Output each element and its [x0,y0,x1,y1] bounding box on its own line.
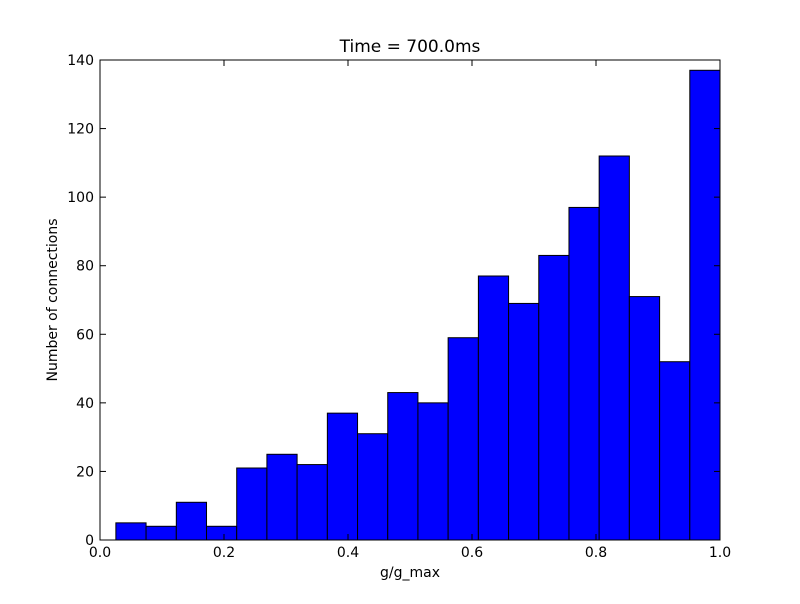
histogram-bar [508,302,540,541]
histogram-bar [447,337,479,541]
histogram-bar [598,155,630,541]
bars-group [115,69,721,541]
histogram-bar [175,501,208,541]
histogram-bar [538,254,570,541]
histogram-bar [659,361,691,541]
y-tick-label: 20 [76,464,94,480]
histogram-bar [206,525,238,541]
y-tick-label: 140 [67,53,94,69]
histogram-bar [326,412,359,541]
y-tick-label: 80 [76,259,94,275]
histogram-bar [266,453,298,541]
y-tick-label: 100 [67,190,94,206]
plot-frame [99,59,721,541]
ticks-group: 0.0 0.2 0.4 0.6 0.8 1.0 0 20 40 60 80 100 120 140 [67,53,731,561]
x-tick-label: 0.6 [461,545,483,561]
x-tick-label: 0.8 [585,545,607,561]
histogram-bar [145,525,177,541]
y-axis-title: Number of connections [45,218,61,381]
histogram-bar [387,392,419,541]
y-tick-label: 120 [67,122,94,138]
histogram-bar [115,522,147,541]
x-axis-title: g/g_max [380,565,440,581]
histogram-bar [689,69,721,541]
x-tick-label: 0.2 [213,545,235,561]
histogram-bar [568,206,600,541]
histogram-bar [417,402,449,541]
x-tick-label: 0.4 [337,545,359,561]
histogram-bar [628,296,661,541]
y-tick-label: 0 [85,533,94,549]
histogram-bar [477,275,510,541]
chart-title: Time = 700.0ms [339,37,481,57]
histogram-bar [296,464,328,541]
y-tick-label: 60 [76,327,94,343]
histogram-bar [357,433,389,541]
x-tick-label: 1.0 [709,545,731,561]
y-tick-label: 40 [76,396,94,412]
x-tick-label: 0.0 [89,545,111,561]
histogram-bar [236,467,268,541]
